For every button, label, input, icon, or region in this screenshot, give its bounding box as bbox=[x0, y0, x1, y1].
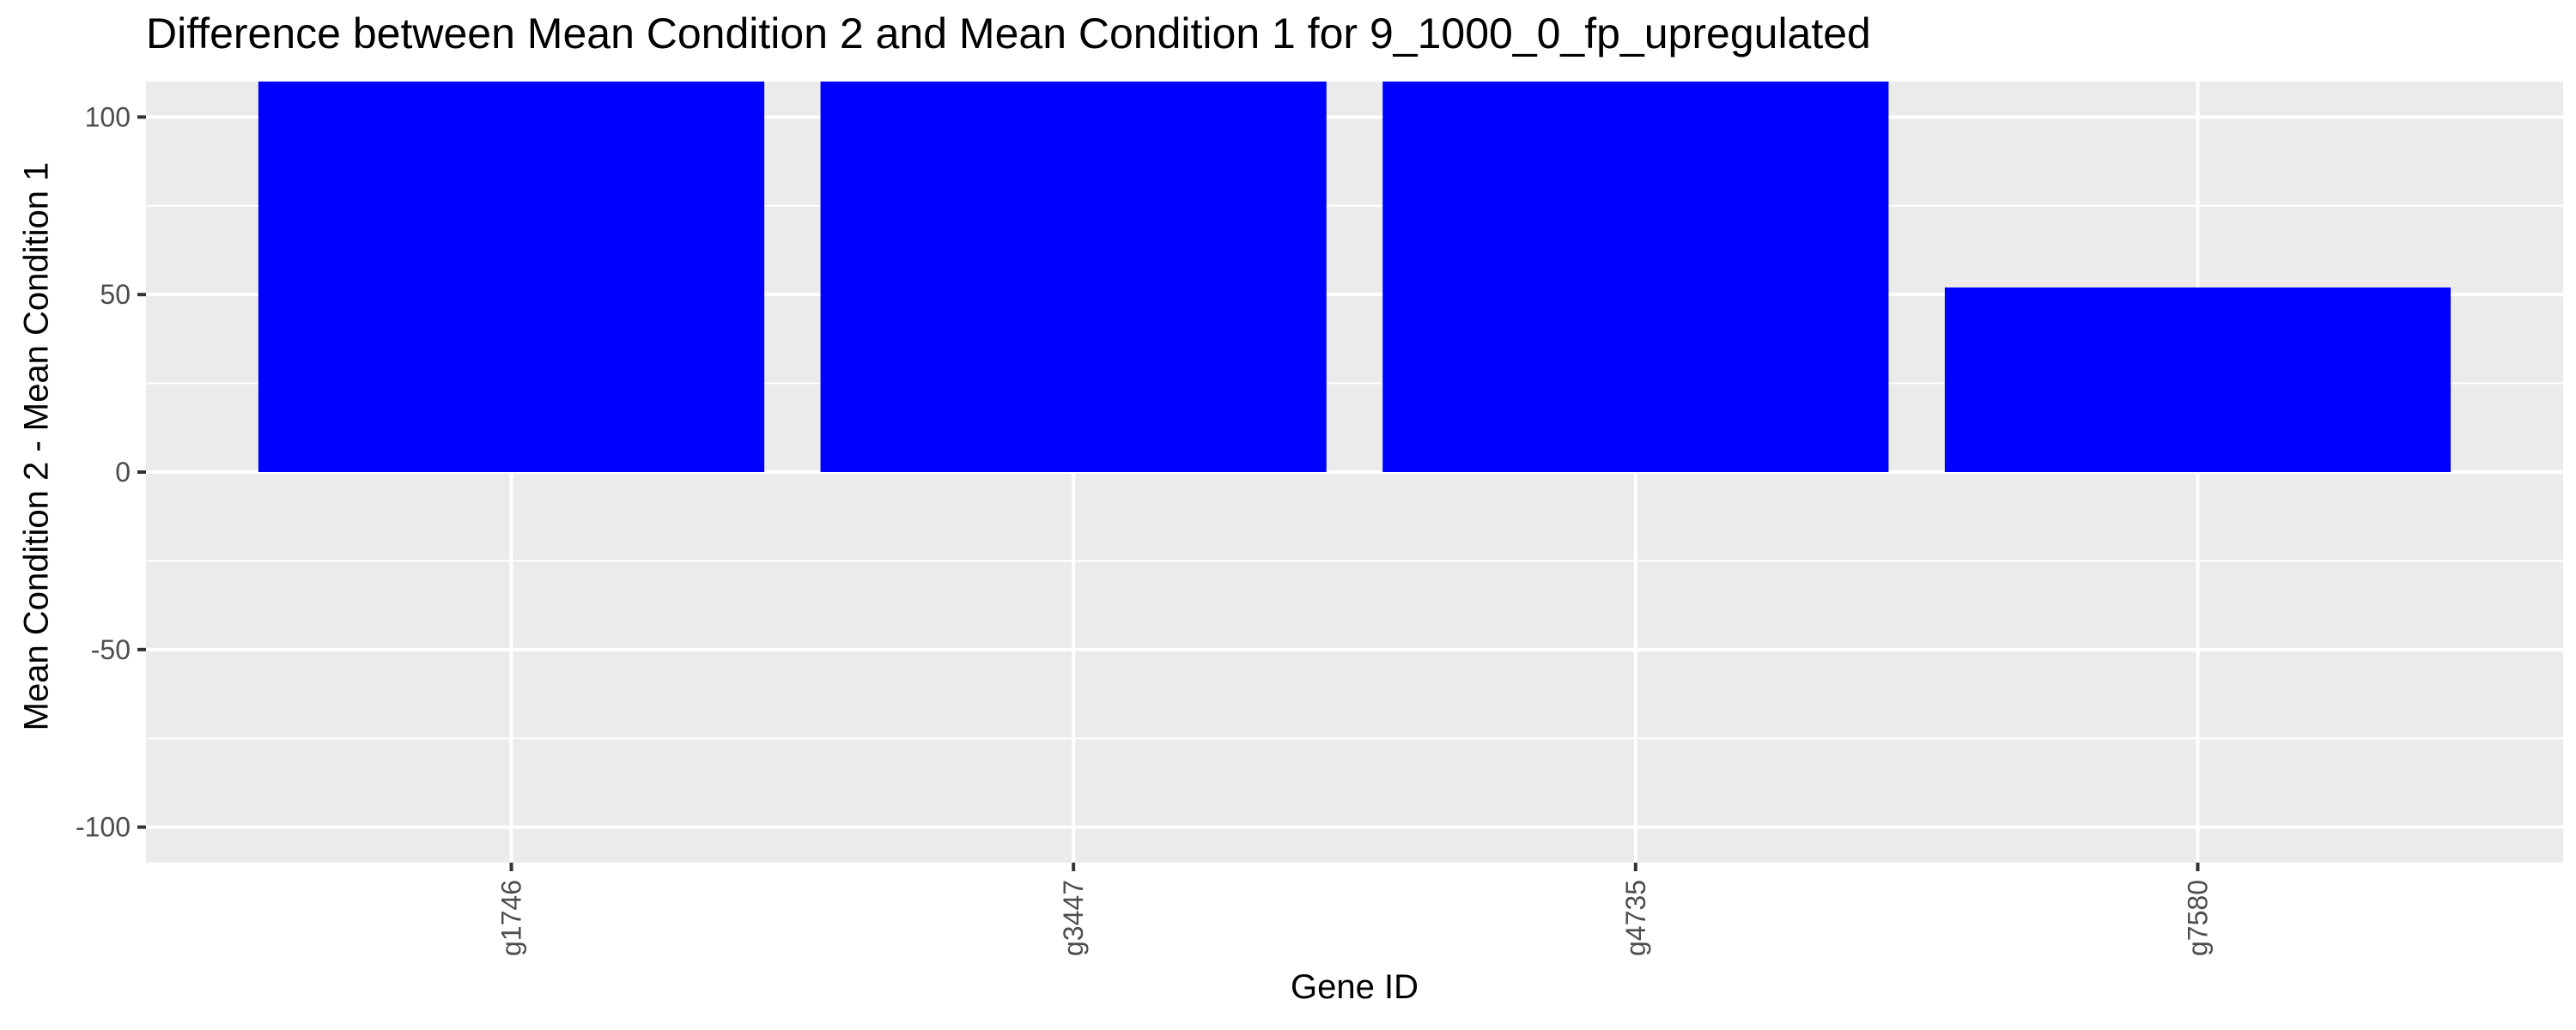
bar-g1746 bbox=[258, 82, 765, 472]
bar-g7580 bbox=[1944, 287, 2451, 472]
y-tick-label: 0 bbox=[115, 457, 131, 488]
x-axis-title: Gene ID bbox=[1291, 968, 1419, 1006]
x-tick-label: g4735 bbox=[1620, 880, 1651, 956]
x-tick-label: g1746 bbox=[496, 880, 527, 956]
bar-g3447 bbox=[820, 82, 1327, 472]
y-tick-label: -100 bbox=[76, 812, 131, 843]
x-tick-label: g3447 bbox=[1058, 880, 1089, 956]
bar-g4735 bbox=[1382, 82, 1889, 472]
y-tick-label: 100 bbox=[85, 101, 131, 132]
chart-title: Difference between Mean Condition 2 and … bbox=[146, 9, 1871, 58]
x-tick-label: g7580 bbox=[2182, 880, 2213, 956]
y-axis-title: Mean Condition 2 - Mean Condition 1 bbox=[17, 161, 56, 731]
y-tick-label: 50 bbox=[100, 279, 131, 310]
y-tick-label: -50 bbox=[91, 634, 131, 665]
